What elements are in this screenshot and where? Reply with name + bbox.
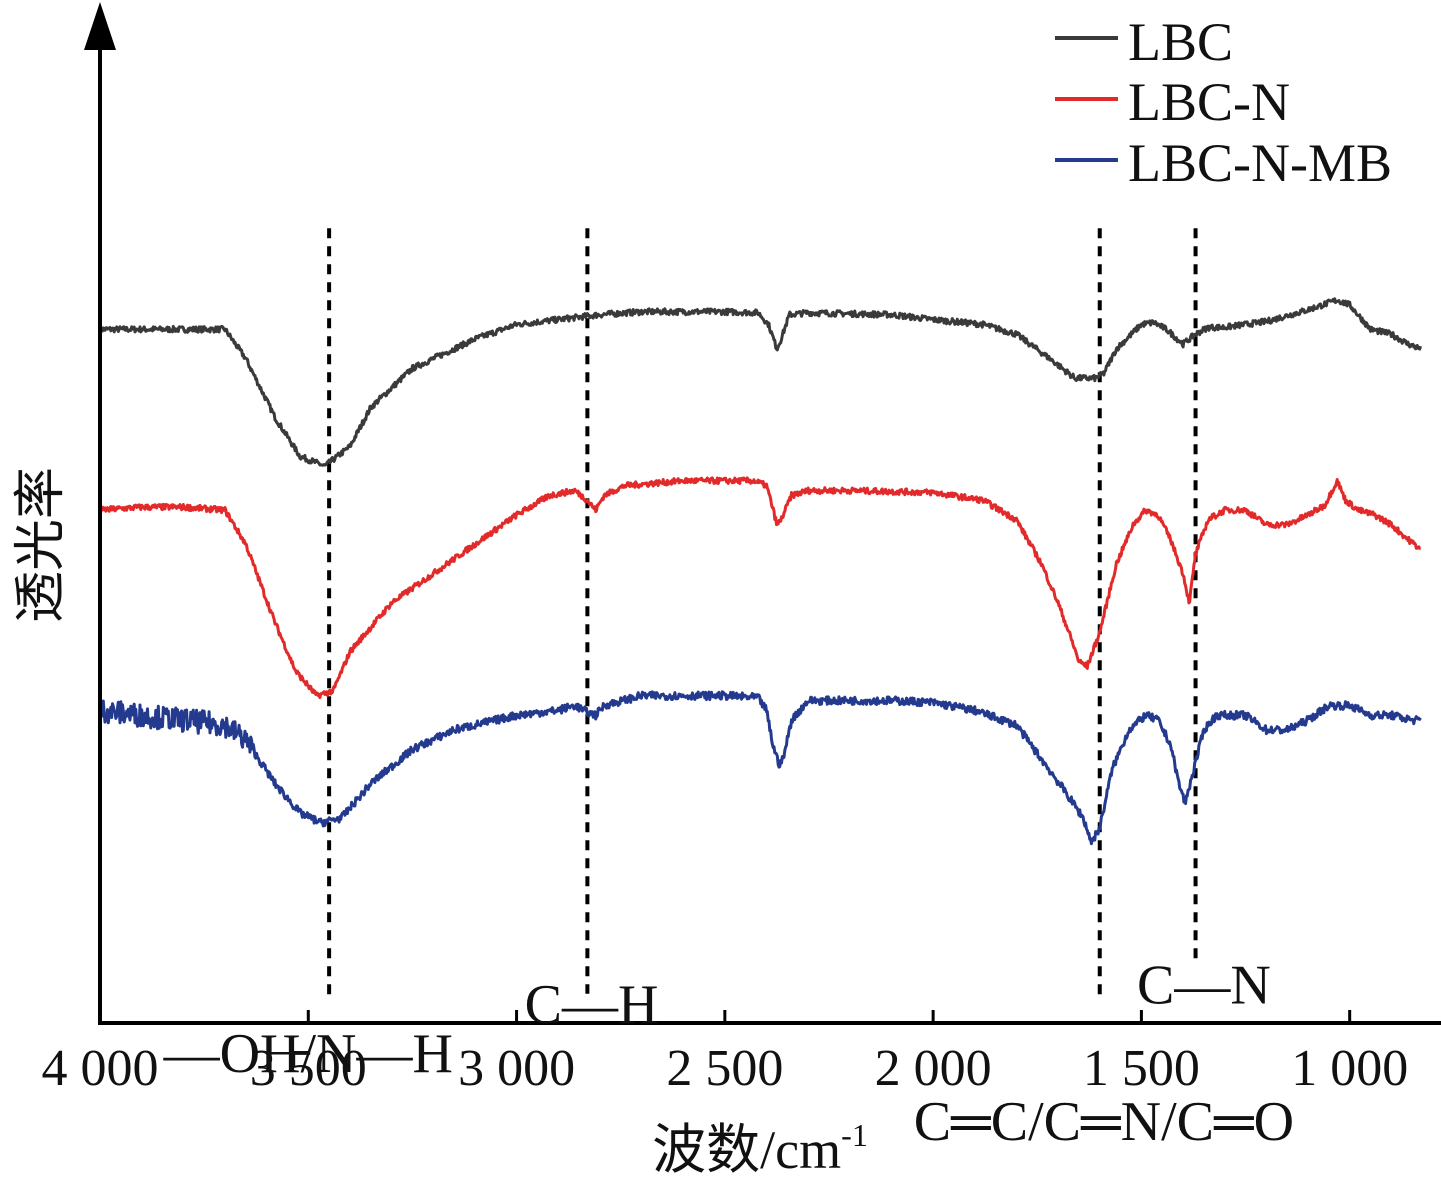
- annotation-ch: C—H: [525, 974, 659, 1036]
- series-line-lbc: [98, 297, 1422, 467]
- legend-label-lbc-n-mb: LBC-N-MB: [1128, 133, 1392, 193]
- series-line-lbc-n-mb: [98, 690, 1422, 846]
- x-tick-label: 2 000: [875, 1040, 992, 1097]
- annotation-double-bonds: C═C/C═N/C═O: [914, 1091, 1294, 1153]
- axes: [84, 2, 1441, 1025]
- reference-lines: [327, 228, 1198, 1000]
- legend: LBC LBC-N LBC-N-MB: [1055, 12, 1392, 193]
- annotations: —OH/N—H C—H C—N C═C/C═N/C═O: [163, 954, 1295, 1153]
- x-ticks: 4 000 3 500 3 000 2 500 2 000 1 500 1 00…: [42, 1010, 1408, 1097]
- series-group: [98, 297, 1422, 846]
- annotation-oh-nh: —OH/N—H: [163, 1023, 453, 1085]
- x-tick-label: 2 500: [666, 1040, 783, 1097]
- x-tick-label: 1 000: [1291, 1040, 1408, 1097]
- x-axis-label: 波数/cm-1: [652, 1117, 868, 1180]
- annotation-cn: C—N: [1137, 954, 1271, 1016]
- y-axis-arrow: [84, 2, 116, 50]
- x-tick-label: 4 000: [42, 1040, 159, 1097]
- legend-label-lbc-n: LBC-N: [1128, 72, 1290, 132]
- x-tick-label: 1 500: [1083, 1040, 1200, 1097]
- legend-label-lbc: LBC: [1128, 12, 1233, 72]
- x-tick-label: 3 500: [250, 1040, 367, 1097]
- series-line-lbc-n: [98, 476, 1422, 700]
- y-axis-label: 透光率: [13, 467, 70, 623]
- x-tick-label: 3 000: [458, 1040, 575, 1097]
